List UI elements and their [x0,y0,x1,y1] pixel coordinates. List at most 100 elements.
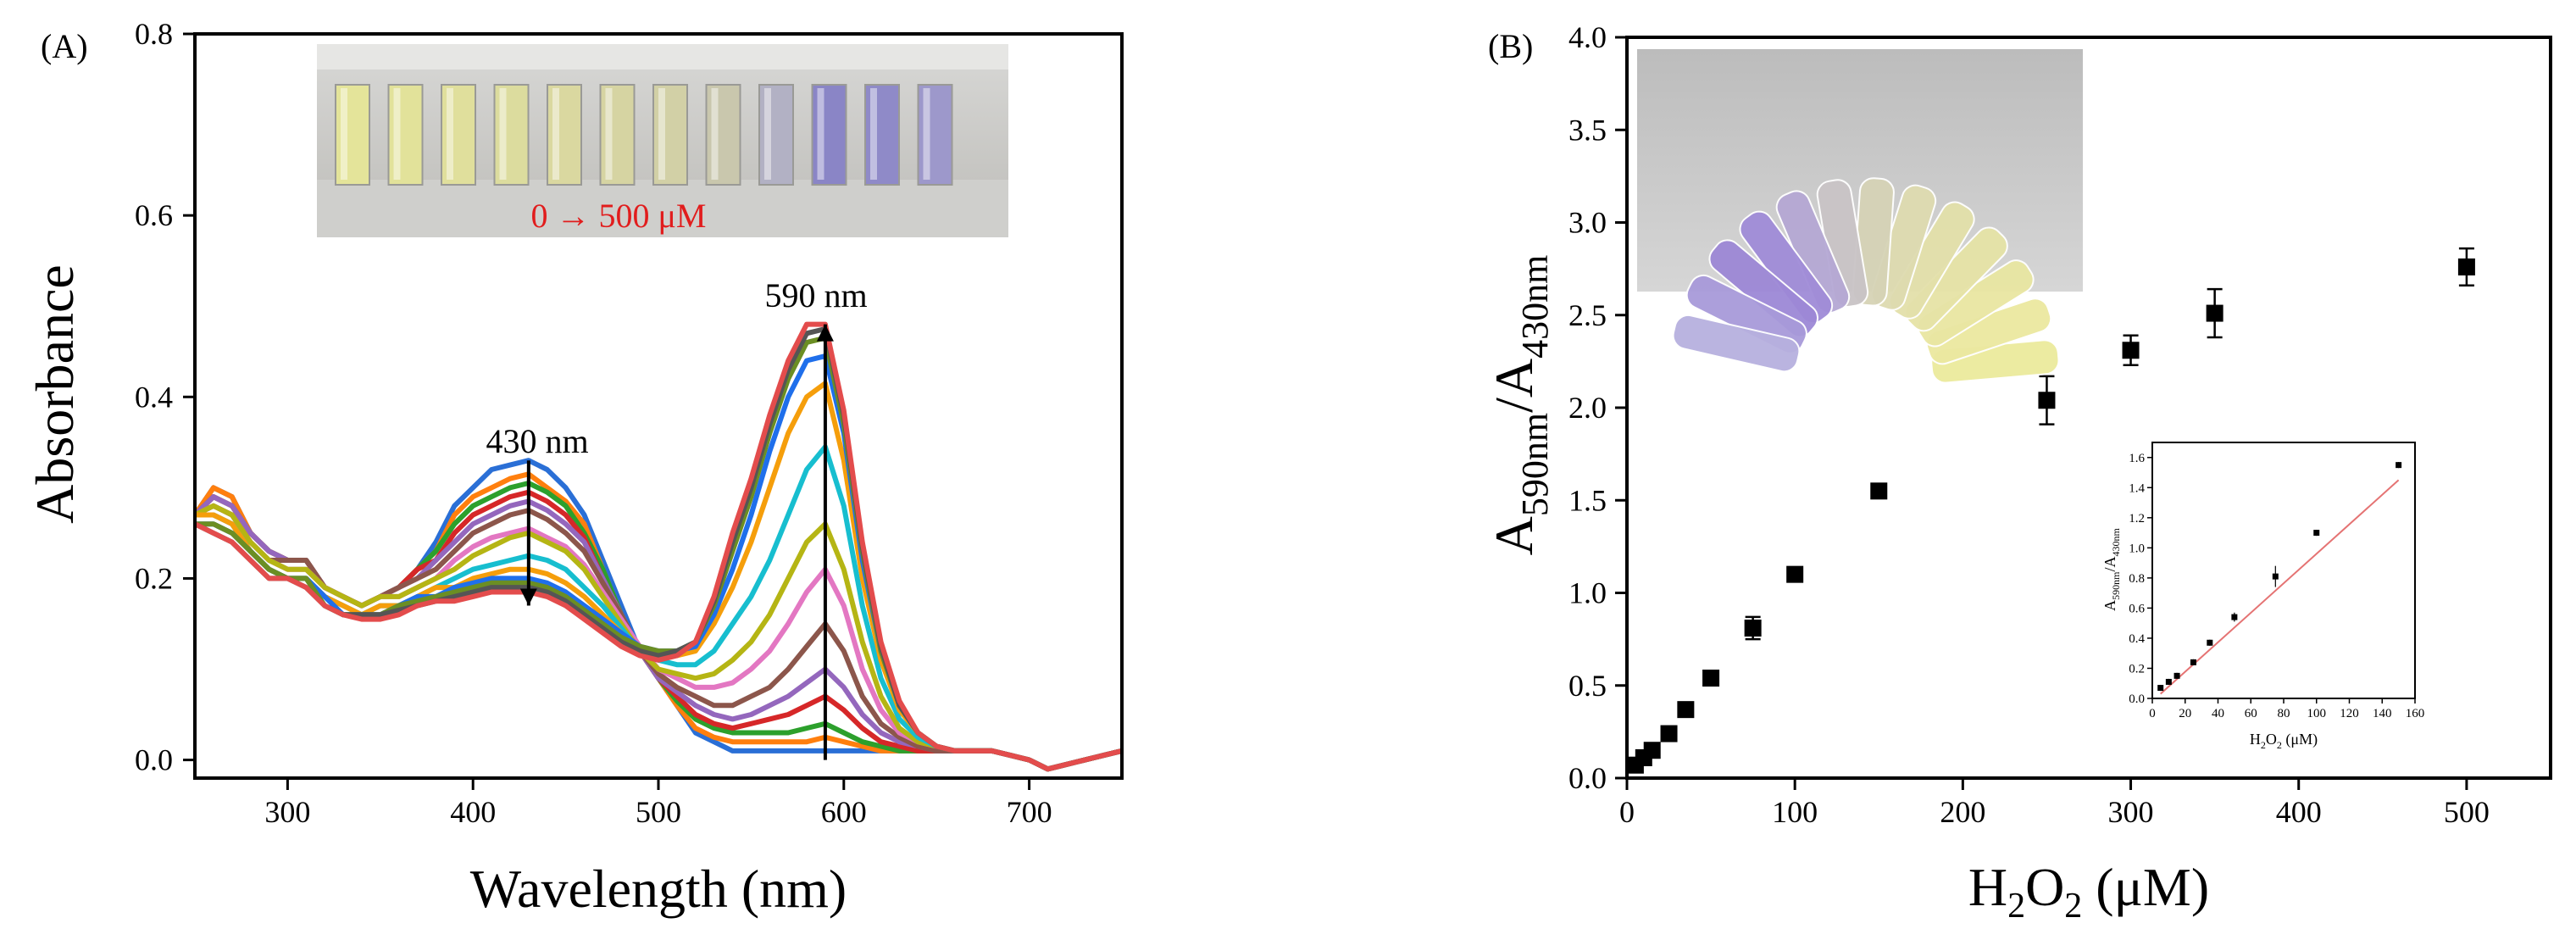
inset-x-tick-label: 60 [2245,707,2257,720]
spectrum-line [195,321,1122,772]
panel-b-ticks: 0 100 200 300 400 5000.00.51.01.52.02.53.03.5… [1568,20,2490,829]
inset-x-tick-label: 0 [2149,707,2156,720]
inset-data-point [2190,659,2196,665]
cuvette-highlight [658,88,665,180]
panel-a-label: (A) [41,27,88,65]
y-tick-label: 4.0 [1568,20,1607,54]
inset-data-point [2165,678,2172,685]
cuvette [811,84,847,186]
cuvette-highlight [341,88,347,180]
x-tick-label: 0 [1619,795,1635,829]
inset-y-tick-label: 0.6 [2129,602,2145,615]
inset-y-tick-label: 0.8 [2129,572,2145,586]
cuvette-highlight [711,88,719,180]
panel-b-label: (B) [1488,27,1533,65]
inset-data-point [2231,614,2238,620]
inset-data-point [2396,462,2402,469]
inset-data-point [2207,639,2213,646]
x-tick-label: 500 [636,795,681,829]
panel-a-xlabel: Wavelength (nm) [470,859,847,919]
data-point [1702,670,1720,687]
y-tick-label: 0.0 [1568,761,1607,795]
inset-fit-line [2160,479,2400,695]
y-tick-label: 1.5 [1568,483,1607,517]
cuvette [705,84,741,186]
y-tick-label: 0.6 [135,198,173,232]
panel-a-series-group [195,321,1122,772]
data-point [2206,304,2223,322]
annotation-430nm: 430 nm [486,422,588,460]
data-point [2457,258,2475,275]
panel-b-points [1626,247,2475,774]
cuvette [652,84,688,186]
spectrum-line [195,489,1122,772]
inset-ylabel: A590nm/A430nm [2101,528,2122,611]
arrow-590nm-head [816,324,834,342]
inset-x-tick-label: 40 [2212,707,2224,720]
spectrum-line [195,326,1122,772]
cuvette-highlight [447,88,453,180]
cuvette [864,84,900,186]
y-tick-label: 0.5 [1568,669,1607,703]
x-tick-label: 400 [2276,795,2322,829]
data-point [1643,742,1661,759]
spectrum-line [195,503,1122,772]
data-point [1677,701,1695,719]
data-point [1870,482,1888,500]
inset-ticks: 0 20 40 60 80 100 120 140 160 0.0 0.2 0.4 0.6 0.8 1.0 1… [2129,452,2424,720]
annotation-590nm: 590 nm [764,276,867,314]
tube [1672,314,1801,373]
y-tick-label: 3.0 [1568,206,1607,240]
y-tick-label: 0.2 [135,561,173,595]
inset-x-tick-label: 160 [2406,707,2425,720]
data-point [2038,392,2056,409]
inset-y-tick-label: 0.2 [2129,662,2145,676]
spectrum-line [195,381,1122,772]
data-point [1660,725,1678,742]
inset-y-tick-label: 1.6 [2129,452,2145,465]
cuvette [387,84,424,186]
cuvette [758,84,794,186]
spectrum-line [195,503,1122,772]
annotation-arrows [519,324,834,760]
y-tick-label: 0.0 [135,743,173,777]
inset-y-tick-label: 1.4 [2129,481,2145,495]
cuvette [917,84,953,186]
panel-a-ylabel: Absorbance [25,264,85,524]
spectrum-line [195,494,1122,772]
panel-a-ticks: 300 400 500 600 700 0.0 0.2 0.4 0.6 0.8 [135,17,1052,829]
panel-a: (A) 300 400 500 600 700 0.0 0.2 0.4 0.6 0.8 Wavel… [25,17,1124,919]
cuvette [493,84,530,186]
cuvette-highlight [393,88,401,180]
x-tick-label: 200 [1940,795,1985,829]
data-point [1786,565,1804,583]
inset-background [2152,442,2415,698]
cuvette-photo: 0 → 500 μM [317,44,1008,237]
spectrum-line [195,471,1122,772]
y-tick-label: 2.0 [1568,391,1607,425]
inset-x-tick-label: 140 [2373,707,2392,720]
data-point [2122,342,2140,359]
cuvette-highlight [764,88,771,180]
panel-b-xlabel: H2O2 (μM) [1968,857,2209,926]
inset-points [2157,462,2402,695]
inset-y-tick-label: 0.4 [2129,632,2145,646]
cuvette-highlight [923,88,930,180]
y-tick-label: 0.8 [135,17,173,51]
spectrum-line [195,503,1122,772]
x-tick-label: 500 [2444,795,2490,829]
inset-x-tick-label: 120 [2340,707,2359,720]
cuvette-row [335,84,953,186]
inset-y-tick-label: 0.0 [2129,692,2145,706]
cuvette [335,84,370,186]
spectrum-line [195,458,1122,772]
inset-xlabel: H2O2 (μM) [2250,731,2318,751]
x-tick-label: 100 [1772,795,1818,829]
y-tick-label: 0.4 [135,380,173,414]
cuvette-highlight [499,88,507,180]
x-tick-label: 300 [264,795,310,829]
inset-data-point [2157,685,2164,692]
cuvette-photo-caption: 0 → 500 μM [530,197,706,235]
y-tick-label: 2.5 [1568,298,1607,332]
